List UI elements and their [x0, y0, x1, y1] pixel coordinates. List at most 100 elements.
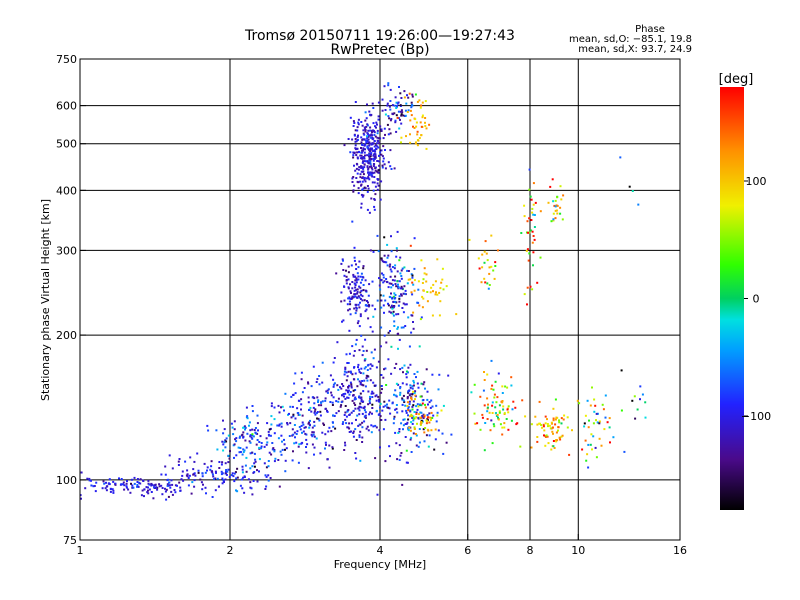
- data-point: [341, 320, 343, 323]
- data-point: [273, 449, 276, 451]
- data-point: [253, 465, 256, 468]
- data-point: [488, 411, 491, 414]
- data-point: [350, 411, 353, 414]
- data-point: [399, 118, 401, 121]
- data-point: [353, 402, 356, 405]
- data-point: [255, 443, 258, 446]
- data-point: [164, 473, 167, 476]
- data-point: [396, 458, 399, 461]
- data-point: [318, 419, 321, 422]
- data-point: [201, 475, 204, 478]
- data-point: [414, 394, 417, 397]
- data-point: [307, 401, 310, 404]
- data-point: [373, 131, 376, 134]
- data-point: [355, 154, 358, 156]
- data-point: [366, 379, 369, 382]
- data-point: [354, 396, 357, 399]
- data-point: [126, 480, 128, 483]
- data-point: [369, 160, 372, 163]
- data-point: [416, 370, 419, 373]
- data-point: [390, 282, 393, 285]
- data-point: [367, 305, 370, 308]
- data-point: [250, 436, 253, 439]
- data-point: [355, 263, 357, 266]
- data-point: [233, 428, 236, 431]
- data-point: [595, 412, 598, 415]
- data-point: [361, 441, 364, 443]
- data-point: [368, 402, 371, 405]
- data-point: [348, 352, 351, 355]
- data-point: [321, 361, 324, 364]
- data-point: [414, 398, 416, 401]
- data-point: [177, 460, 180, 463]
- data-point: [253, 429, 256, 431]
- data-point: [546, 423, 549, 425]
- data-point: [376, 123, 378, 126]
- data-point: [418, 428, 421, 430]
- data-point: [393, 367, 396, 369]
- data-point: [221, 461, 224, 464]
- data-point: [356, 322, 359, 325]
- data-point: [434, 438, 437, 441]
- data-point: [370, 152, 373, 155]
- data-point: [401, 267, 404, 270]
- data-point: [401, 397, 404, 400]
- data-point: [392, 284, 394, 287]
- data-point: [360, 193, 363, 196]
- data-point: [397, 383, 400, 386]
- data-point: [410, 114, 413, 117]
- data-point: [552, 445, 555, 448]
- data-point: [313, 424, 316, 427]
- data-point: [399, 287, 402, 290]
- data-point: [370, 174, 373, 177]
- data-point: [356, 136, 359, 139]
- data-point: [383, 311, 385, 314]
- data-point: [426, 419, 429, 421]
- data-point: [552, 407, 555, 410]
- data-point: [532, 182, 535, 185]
- data-point: [553, 447, 556, 449]
- data-point: [362, 400, 365, 403]
- data-point: [171, 493, 174, 496]
- data-point: [539, 210, 542, 213]
- data-point: [584, 414, 587, 417]
- data-point: [366, 369, 369, 371]
- data-point: [361, 354, 364, 357]
- data-point: [158, 485, 161, 488]
- data-point: [249, 435, 252, 438]
- data-point: [256, 480, 259, 483]
- data-point: [343, 414, 346, 416]
- data-point: [249, 452, 252, 455]
- data-point: [321, 431, 324, 434]
- data-point: [370, 158, 373, 160]
- data-point: [397, 110, 400, 113]
- data-point: [361, 149, 364, 152]
- data-point: [594, 446, 597, 449]
- data-point: [390, 270, 393, 273]
- data-point: [380, 391, 383, 394]
- data-point: [179, 489, 182, 492]
- data-point: [131, 484, 134, 487]
- data-point: [359, 313, 362, 316]
- data-point: [587, 466, 590, 469]
- data-point: [484, 422, 487, 424]
- data-point: [363, 415, 366, 418]
- data-point: [407, 270, 410, 272]
- data-point: [493, 393, 496, 396]
- data-point: [283, 438, 285, 441]
- data-point: [286, 423, 289, 426]
- data-point: [490, 419, 493, 422]
- data-point: [421, 116, 424, 119]
- data-point: [380, 374, 383, 376]
- data-point: [366, 135, 369, 138]
- data-point: [497, 249, 499, 252]
- data-point: [277, 437, 280, 440]
- data-point: [552, 200, 555, 203]
- data-point: [376, 132, 379, 135]
- data-point: [254, 458, 257, 461]
- data-point: [392, 422, 395, 425]
- data-point: [181, 474, 184, 477]
- colorbar-tick-label: 0: [753, 293, 760, 306]
- data-point: [340, 300, 343, 303]
- data-point: [391, 279, 394, 282]
